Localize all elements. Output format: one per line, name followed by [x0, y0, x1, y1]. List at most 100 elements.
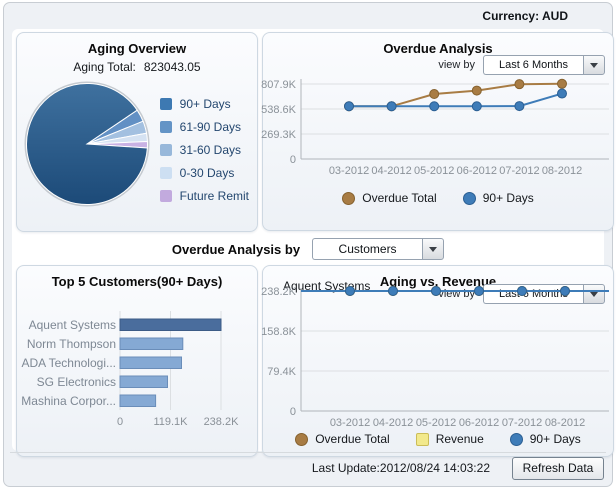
refresh-data-button[interactable]: Refresh Data	[512, 456, 604, 480]
axis-tick-label: 03-2012	[329, 165, 369, 177]
data-point[interactable]	[514, 79, 525, 90]
axis-tick-label: 158.8K	[261, 326, 297, 338]
axis-tick-label: 06-2012	[457, 165, 497, 177]
bar[interactable]	[119, 337, 184, 350]
legend-item[interactable]: Overdue Total	[295, 432, 390, 446]
bar[interactable]	[119, 356, 182, 369]
status-bar: Last Update:2012/08/24 14:03:22 Refresh …	[10, 452, 606, 483]
overdue-analysis-legend: Overdue Total 90+ Days	[263, 191, 613, 205]
data-point[interactable]	[344, 101, 354, 112]
axis-tick-label: 79.4K	[267, 366, 296, 378]
chevron-down-icon	[590, 62, 598, 68]
data-point[interactable]	[557, 88, 567, 99]
axis-tick-label: Mashina Corpor...	[21, 394, 116, 408]
legend-label: 31-60 Days	[179, 143, 242, 157]
top-customers-panel: Top 5 Customers(90+ Days) 0 119.1K 238.2K A…	[16, 265, 258, 457]
currency-label: Currency: AUD	[482, 9, 568, 23]
series-line	[349, 92, 563, 108]
axis-tick-label: ADA Technologi...	[21, 356, 116, 370]
aging-vs-revenue-legend: Overdue Total Revenue 90+ Days	[263, 432, 613, 446]
axis-tick-label: 06-2012	[459, 417, 499, 429]
axis-tick-label: 0	[117, 416, 123, 428]
overdue-analysis-chart: 0 269.3K 538.6K 807.9K 03-2012 04-2012 05-2012…	[261, 78, 609, 177]
legend-item[interactable]: 61-90 Days	[159, 120, 249, 134]
axis-tick-label: 238.2K	[261, 286, 297, 298]
legend-item[interactable]: Future Remit	[159, 189, 249, 203]
axis-tick-label: 05-2012	[414, 165, 454, 177]
legend-item[interactable]: 31-60 Days	[159, 143, 249, 157]
axis-tick-label: 0	[290, 406, 296, 418]
axis-tick-label: 0	[290, 154, 296, 166]
legend-item[interactable]: 90+ Days	[462, 191, 534, 205]
bar[interactable]	[119, 318, 222, 331]
overdue-viewby: view by Last 6 Months	[438, 55, 605, 75]
legend-label: Overdue Total	[362, 191, 437, 205]
axis-tick-label: Norm Thompson	[27, 337, 116, 351]
overdue-analysis-panel: Overdue Analysis view by Last 6 Months 0…	[261, 32, 614, 231]
data-point[interactable]	[517, 286, 527, 296]
data-point[interactable]	[557, 78, 567, 89]
data-point[interactable]	[474, 286, 484, 296]
data-point[interactable]	[345, 286, 355, 296]
last-update-text: Last Update:2012/08/24 14:03:22	[311, 461, 490, 475]
bar[interactable]	[119, 375, 168, 388]
legend-item[interactable]: 0-30 Days	[159, 166, 249, 180]
data-point[interactable]	[429, 89, 440, 100]
axis-tick-label: 07-2012	[502, 417, 542, 429]
dimension-select[interactable]: Customers	[312, 238, 445, 260]
axis-tick-label: 269.3K	[261, 129, 297, 141]
overdue-viewby-value[interactable]: Last 6 Months	[483, 55, 583, 75]
legend-swatch	[159, 121, 172, 133]
legend-item[interactable]: Revenue	[415, 432, 484, 446]
aging-pie-chart	[24, 81, 150, 207]
axis-tick-label: 04-2012	[371, 165, 411, 177]
overdue-analysis-by-row: Overdue Analysis by Customers	[4, 237, 612, 261]
aging-total-label: Aging Total:	[73, 60, 136, 74]
legend-item[interactable]: 90+ Days	[509, 432, 581, 446]
axis-tick-label: 807.9K	[261, 79, 297, 91]
pie-slice[interactable]	[26, 83, 148, 205]
data-point[interactable]	[386, 101, 397, 112]
legend-label: 90+ Days	[529, 432, 581, 446]
aging-overview-panel: Aging Overview Aging Total: 823043.05 90+…	[16, 32, 258, 232]
legend-label: Overdue Total	[315, 432, 390, 446]
data-point[interactable]	[431, 286, 441, 296]
data-point[interactable]	[514, 101, 525, 112]
aging-revenue-viewby-dropdown-button[interactable]	[583, 284, 605, 304]
top-customers-bar-chart: 0 119.1K 238.2K Aquent Systems Norm Thompson…	[21, 311, 239, 428]
legend-swatch	[159, 98, 172, 110]
data-point[interactable]	[388, 286, 398, 296]
data-point[interactable]	[471, 85, 482, 96]
legend-item[interactable]: 90+ Days	[159, 97, 249, 111]
legend-swatch	[342, 191, 356, 205]
dashboard-frame: Currency: AUD Aging Overview Aging Total…	[3, 2, 614, 487]
legend-swatch	[159, 167, 172, 179]
legend-label: 0-30 Days	[179, 166, 235, 180]
legend-label: Revenue	[435, 432, 484, 446]
aging-vs-revenue-panel: Aging vs. Revenue Aquent Systems view by…	[261, 265, 614, 457]
legend-label: 61-90 Days	[179, 120, 242, 134]
dimension-select-dropdown-button[interactable]	[422, 238, 445, 260]
legend-item[interactable]: Overdue Total	[342, 191, 437, 205]
axis-tick-label: 08-2012	[542, 165, 582, 177]
axis-tick-label: 04-2012	[373, 417, 413, 429]
bar[interactable]	[119, 394, 157, 407]
data-point[interactable]	[560, 286, 570, 296]
data-point[interactable]	[429, 101, 440, 112]
aging-total-value: 823043.05	[143, 60, 201, 74]
dimension-select-value[interactable]: Customers	[312, 238, 423, 260]
legend-swatch	[159, 190, 172, 202]
overdue-viewby-dropdown-button[interactable]	[583, 55, 605, 75]
axis-tick-label: 08-2012	[545, 417, 585, 429]
axis-tick-label: Aquent Systems	[29, 318, 116, 332]
aging-pie-legend: 90+ Days 61-90 Days 31-60 Days 0-30 Days Fut…	[159, 97, 249, 203]
data-point[interactable]	[471, 101, 482, 112]
aging-total: Aging Total: 823043.05	[17, 60, 257, 74]
viewby-label: view by	[438, 59, 475, 71]
axis-tick-label: 03-2012	[330, 417, 370, 429]
aging-vs-revenue-title: Aging vs. Revenue	[379, 274, 497, 289]
axis-tick-label: 07-2012	[499, 165, 539, 177]
overdue-viewby-select[interactable]: Last 6 Months	[483, 55, 605, 75]
